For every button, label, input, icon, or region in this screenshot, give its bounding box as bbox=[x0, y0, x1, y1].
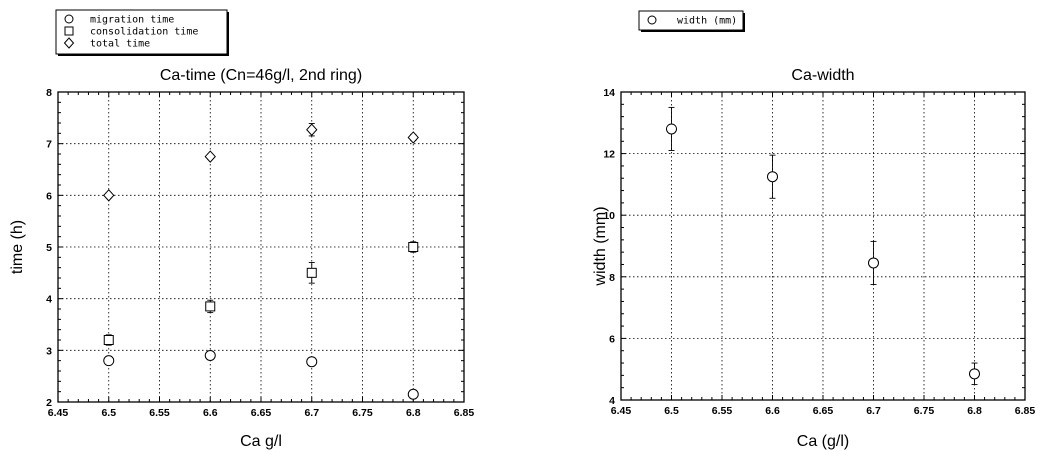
data-point-diamond bbox=[306, 123, 318, 136]
x-tick-label: 6.8 bbox=[406, 407, 421, 419]
y-tick-label: 14 bbox=[603, 87, 615, 99]
legend-marker-circle bbox=[647, 15, 657, 25]
x-tick-label: 6.5 bbox=[664, 405, 679, 417]
plot-frame bbox=[620, 91, 1026, 401]
x-tick-label: 6.55 bbox=[712, 405, 733, 417]
x-tick-label: 6.5 bbox=[101, 407, 116, 419]
x-tick-label: 6.85 bbox=[1015, 405, 1036, 417]
legend-box bbox=[638, 10, 744, 31]
legend-label: total time bbox=[90, 39, 150, 50]
y-tick-label: 7 bbox=[46, 139, 52, 151]
y-tick-label: 6 bbox=[46, 190, 52, 202]
x-tick-label: 6.85 bbox=[454, 407, 475, 419]
y-tick-label: 4 bbox=[46, 294, 52, 306]
y-axis-label: time (h) bbox=[9, 220, 26, 274]
y-tick-label: 8 bbox=[46, 87, 52, 99]
chart-ca-width: 6.45 6.5 6.55 6.6 6.65 6.7 6.75 6.8 6.85 4 6 8 10 12 1… bbox=[592, 10, 1036, 450]
data-point-diamond bbox=[204, 150, 216, 163]
data-point-diamond bbox=[407, 131, 419, 144]
legend-marker-diamond bbox=[63, 37, 75, 49]
x-tick-label: 6.45 bbox=[48, 407, 69, 419]
data-point-circle bbox=[407, 388, 419, 400]
y-tick-label: 4 bbox=[609, 395, 615, 407]
data-point-circle bbox=[969, 368, 980, 380]
x-tick-label: 6.7 bbox=[866, 405, 881, 417]
data-point-circle bbox=[306, 356, 318, 368]
legend-marker-circle bbox=[64, 14, 74, 24]
chart-title: Ca-width bbox=[791, 67, 854, 84]
y-tick-label: 12 bbox=[603, 149, 615, 161]
chart-title: Ca-time (Cn=46g/l, 2nd ring) bbox=[160, 67, 362, 84]
chart-ca-time: 6.45 6.5 6.55 6.6 6.65 6.7 6.75 6.8 6.85 2 3 4 5 6 7 8 C… bbox=[9, 9, 475, 450]
x-tick-label: 6.75 bbox=[914, 405, 935, 417]
y-tick-label: 3 bbox=[46, 345, 52, 357]
y-tick-label: 8 bbox=[609, 272, 615, 284]
data-point-circle bbox=[767, 171, 778, 183]
y-axis-label: width (mm) bbox=[592, 206, 609, 286]
legend-label: consolidation time bbox=[90, 27, 198, 38]
y-tick-label: 2 bbox=[46, 397, 52, 409]
x-tick-label: 6.55 bbox=[149, 407, 170, 419]
y-tick-label: 6 bbox=[609, 333, 615, 345]
data-point-square bbox=[205, 301, 216, 312]
data-point-circle bbox=[103, 355, 115, 367]
data-point-circle bbox=[868, 257, 879, 269]
data-point-circle bbox=[204, 350, 216, 361]
x-axis-label: Ca g/l bbox=[240, 433, 282, 450]
legend-label: migration time bbox=[90, 15, 174, 26]
data-point-square bbox=[408, 242, 419, 252]
legend-marker-square bbox=[64, 26, 74, 36]
data-point-circle bbox=[666, 123, 677, 135]
y-tick-label: 10 bbox=[603, 210, 615, 222]
x-tick-label: 6.6 bbox=[203, 407, 218, 419]
data-point-square bbox=[103, 335, 114, 345]
data-point-diamond bbox=[103, 189, 115, 202]
x-tick-label: 6.65 bbox=[251, 407, 272, 419]
x-tick-label: 6.7 bbox=[304, 407, 319, 419]
x-axis-label: Ca (g/l) bbox=[797, 433, 849, 450]
x-tick-label: 6.75 bbox=[352, 407, 373, 419]
data-point-square bbox=[306, 267, 317, 278]
plot-frame bbox=[57, 91, 465, 403]
x-tick-label: 6.65 bbox=[813, 405, 834, 417]
y-tick-label: 5 bbox=[46, 242, 52, 254]
x-tick-label: 6.8 bbox=[967, 405, 982, 417]
x-tick-label: 6.6 bbox=[765, 405, 780, 417]
x-tick-label: 6.45 bbox=[611, 405, 632, 417]
legend-box bbox=[55, 9, 228, 55]
legend-label: width (mm) bbox=[677, 16, 737, 27]
